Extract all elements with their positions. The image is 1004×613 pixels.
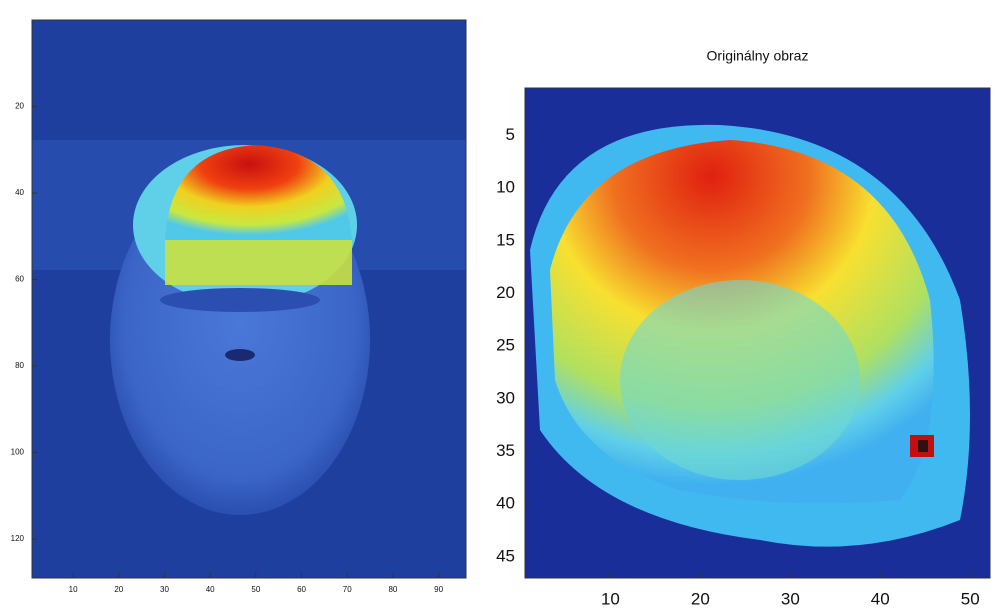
chart-title: Originálny obraz xyxy=(707,48,809,64)
y-tick-label: 5 xyxy=(506,125,515,144)
x-tick-label: 40 xyxy=(206,585,215,594)
axes-frame xyxy=(524,87,991,579)
x-tick-label: 60 xyxy=(297,585,306,594)
x-tick-label: 30 xyxy=(781,589,800,608)
y-tick-label: 35 xyxy=(496,441,515,460)
x-tick-label: 10 xyxy=(601,589,620,608)
y-tick-label: 40 xyxy=(15,188,24,197)
x-tick-label: 20 xyxy=(114,585,123,594)
y-tick-label: 120 xyxy=(11,534,25,543)
y-tick-label: 100 xyxy=(11,448,25,457)
x-tick-label: 30 xyxy=(160,585,169,594)
x-tick-label: 50 xyxy=(961,589,980,608)
y-tick-label: 60 xyxy=(15,275,24,284)
y-tick-label: 25 xyxy=(496,336,515,355)
axes-frame xyxy=(31,19,467,579)
image-left xyxy=(32,20,466,578)
x-tick-label: 90 xyxy=(434,585,443,594)
y-tick-label: 10 xyxy=(496,178,515,197)
y-tick-label: 20 xyxy=(15,102,24,111)
x-tick-label: 50 xyxy=(251,585,260,594)
y-tick-label: 45 xyxy=(496,546,515,565)
x-tick-label: 70 xyxy=(343,585,352,594)
y-tick-label: 20 xyxy=(496,283,515,302)
x-tick-label: 10 xyxy=(69,585,78,594)
y-tick-label: 40 xyxy=(496,494,515,513)
x-tick-label: 80 xyxy=(388,585,397,594)
y-tick-label: 30 xyxy=(496,388,515,407)
image-right xyxy=(525,88,990,578)
x-tick-label: 20 xyxy=(691,589,710,608)
y-tick-label: 15 xyxy=(496,230,515,249)
x-tick-label: 40 xyxy=(871,589,890,608)
y-tick-label: 80 xyxy=(15,361,24,370)
